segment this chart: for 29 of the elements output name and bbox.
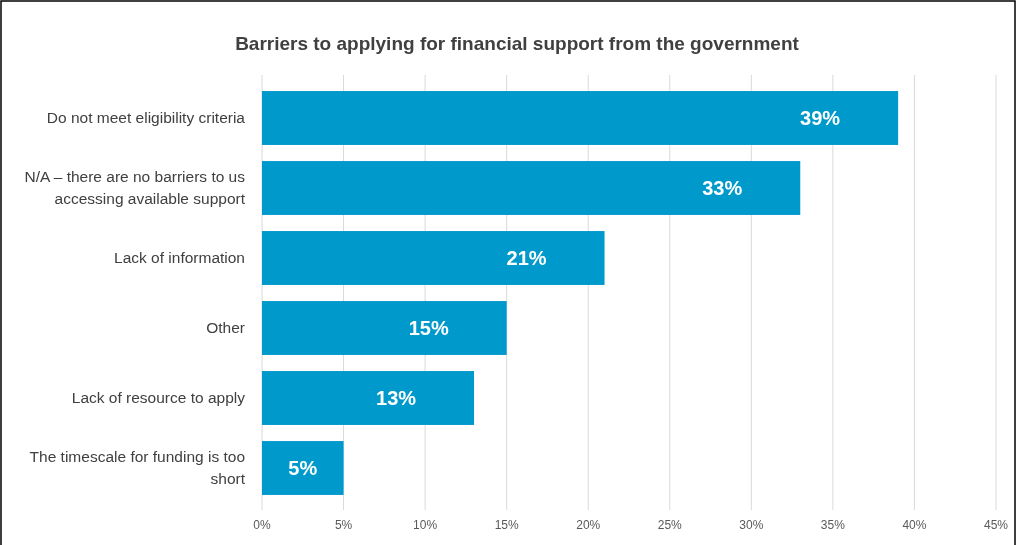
bar [262, 91, 899, 145]
x-tick-label: 35% [820, 518, 846, 532]
y-tick-label: Do not meet eligibility criteria [46, 109, 246, 127]
x-tick-label: 30% [739, 518, 764, 532]
y-tick-label: Lack of information [114, 249, 245, 267]
bar [262, 441, 344, 495]
bar [262, 301, 507, 355]
data-label: 13% [376, 387, 417, 409]
x-tick-label: 10% [413, 518, 438, 532]
x-tick-label: 5% [334, 518, 353, 532]
chart-title: Barriers to applying for financial support from the government [235, 33, 800, 54]
x-tick-label: 15% [494, 518, 519, 532]
data-label: 15% [408, 317, 449, 339]
data-label: 33% [702, 177, 743, 199]
data-label: 5% [288, 457, 318, 479]
y-tick-label: Lack of resource to apply [71, 389, 246, 407]
y-tick-label: The timescale for funding is too short [29, 448, 246, 488]
data-label: 21% [506, 247, 547, 269]
bar [262, 371, 475, 425]
bar [262, 231, 605, 285]
x-tick-label: 40% [902, 518, 927, 532]
bar [262, 161, 801, 215]
data-label: 39% [800, 107, 841, 129]
x-tick-label: 0% [253, 518, 271, 532]
y-tick-label: N/A – there are no barriers to us accessing available support [24, 168, 246, 208]
x-tick-label: 45% [983, 518, 1009, 532]
y-tick-label: Other [206, 319, 245, 337]
x-tick-label: 25% [657, 518, 683, 532]
x-tick-label: 20% [576, 518, 601, 532]
